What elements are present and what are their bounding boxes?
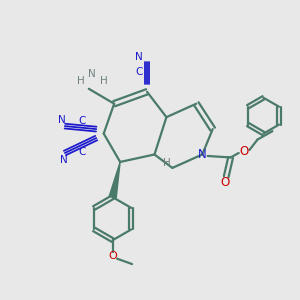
- Text: O: O: [239, 145, 249, 158]
- Polygon shape: [109, 162, 120, 198]
- Text: N: N: [198, 148, 207, 161]
- Text: O: O: [220, 176, 229, 189]
- Text: H: H: [163, 158, 170, 168]
- Text: C: C: [135, 67, 142, 76]
- Text: O: O: [108, 251, 117, 261]
- Text: C: C: [78, 147, 86, 157]
- Text: N: N: [135, 52, 142, 62]
- Text: N: N: [88, 70, 96, 80]
- Text: N: N: [58, 115, 66, 124]
- Text: C: C: [78, 116, 86, 126]
- Text: H: H: [100, 76, 108, 86]
- Text: H: H: [77, 76, 85, 86]
- Text: N: N: [59, 154, 67, 165]
